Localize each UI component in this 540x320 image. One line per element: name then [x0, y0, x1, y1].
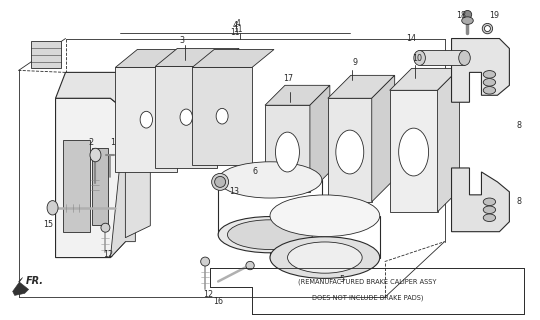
Ellipse shape	[483, 78, 496, 86]
Ellipse shape	[216, 108, 228, 124]
Text: 11: 11	[231, 28, 240, 37]
Polygon shape	[265, 105, 310, 192]
Ellipse shape	[212, 173, 228, 190]
Ellipse shape	[140, 111, 152, 128]
Text: (REMANUFACTURED BRAKE CALIPER ASSY: (REMANUFACTURED BRAKE CALIPER ASSY	[299, 278, 437, 285]
Text: 8: 8	[517, 197, 522, 206]
Ellipse shape	[484, 26, 490, 32]
Polygon shape	[372, 76, 395, 202]
Polygon shape	[192, 50, 274, 68]
Text: 12: 12	[103, 250, 113, 259]
Ellipse shape	[227, 220, 313, 250]
Polygon shape	[420, 51, 464, 65]
Text: 17: 17	[283, 74, 293, 83]
Ellipse shape	[483, 206, 496, 213]
Text: DOES NOT INCLUDE BRAKE PADS): DOES NOT INCLUDE BRAKE PADS)	[312, 294, 423, 301]
Ellipse shape	[458, 51, 470, 65]
Polygon shape	[310, 85, 330, 192]
Ellipse shape	[483, 214, 496, 221]
Polygon shape	[437, 68, 460, 212]
Polygon shape	[56, 98, 125, 258]
Text: 3: 3	[180, 36, 185, 45]
Ellipse shape	[483, 71, 496, 78]
Ellipse shape	[180, 109, 192, 125]
Polygon shape	[328, 76, 395, 98]
Polygon shape	[265, 85, 330, 105]
Ellipse shape	[414, 51, 426, 65]
Text: 11: 11	[233, 25, 243, 34]
Ellipse shape	[462, 17, 473, 24]
Polygon shape	[210, 268, 524, 314]
Ellipse shape	[399, 128, 429, 176]
Polygon shape	[110, 110, 136, 258]
Polygon shape	[192, 68, 252, 165]
Ellipse shape	[101, 223, 110, 232]
Text: 14: 14	[407, 34, 417, 43]
Ellipse shape	[463, 11, 471, 19]
Ellipse shape	[270, 195, 380, 236]
Text: 6: 6	[253, 167, 258, 176]
Polygon shape	[390, 90, 437, 212]
Ellipse shape	[336, 130, 364, 174]
Text: 9: 9	[352, 58, 357, 67]
Ellipse shape	[214, 176, 226, 188]
Text: 2: 2	[88, 138, 93, 147]
Polygon shape	[92, 148, 109, 225]
Text: 4: 4	[232, 21, 238, 30]
Polygon shape	[156, 67, 217, 168]
Ellipse shape	[288, 242, 362, 273]
Ellipse shape	[246, 261, 254, 270]
Ellipse shape	[483, 86, 496, 94]
Ellipse shape	[201, 257, 210, 266]
Text: 8: 8	[517, 121, 522, 130]
Polygon shape	[116, 50, 199, 68]
Polygon shape	[156, 49, 239, 67]
Polygon shape	[125, 125, 150, 238]
Ellipse shape	[270, 237, 380, 278]
Ellipse shape	[90, 148, 101, 162]
Text: 4: 4	[235, 19, 240, 28]
Polygon shape	[328, 98, 372, 202]
Polygon shape	[451, 38, 509, 102]
Polygon shape	[390, 68, 460, 90]
Polygon shape	[63, 140, 91, 232]
Text: 12: 12	[203, 290, 213, 299]
Ellipse shape	[218, 162, 322, 198]
Polygon shape	[451, 168, 509, 232]
Ellipse shape	[47, 201, 58, 215]
Text: 18: 18	[456, 11, 467, 20]
Ellipse shape	[218, 217, 322, 253]
Ellipse shape	[482, 23, 492, 34]
Polygon shape	[31, 41, 60, 68]
Text: 13: 13	[229, 188, 239, 196]
Text: 15: 15	[44, 220, 53, 229]
Polygon shape	[116, 68, 177, 172]
Text: 5: 5	[339, 275, 345, 284]
Ellipse shape	[483, 198, 496, 206]
Text: 1: 1	[110, 138, 115, 147]
Text: 19: 19	[489, 11, 500, 20]
Text: 16: 16	[213, 297, 223, 306]
Polygon shape	[56, 72, 125, 110]
Polygon shape	[12, 277, 29, 295]
Ellipse shape	[275, 132, 299, 172]
Text: FR.: FR.	[25, 276, 44, 286]
Text: 10: 10	[413, 54, 423, 63]
